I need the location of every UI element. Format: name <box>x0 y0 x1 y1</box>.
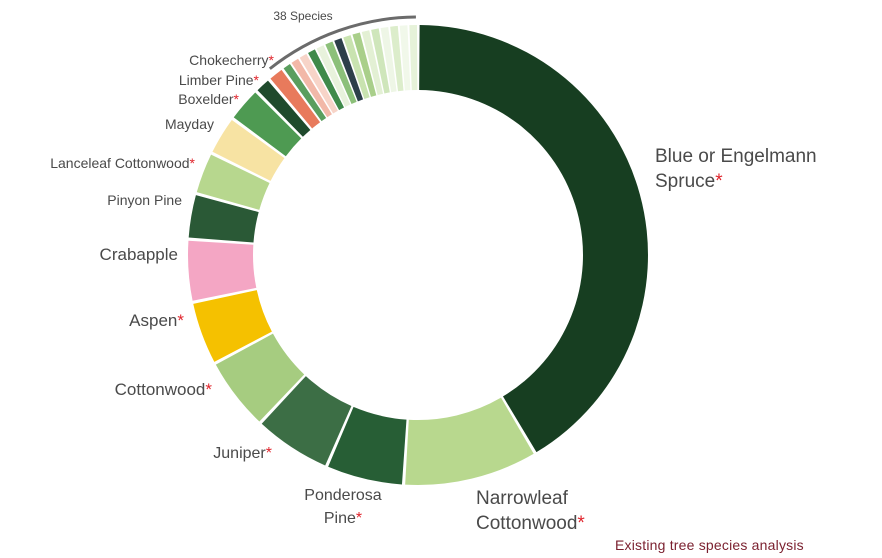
native-marker: * <box>356 510 362 527</box>
label-mayday: Mayday <box>165 116 214 132</box>
native-marker: * <box>577 513 585 534</box>
native-marker: * <box>177 311 184 330</box>
native-marker: * <box>205 380 212 399</box>
label-limber-pine: Limber Pine* <box>179 72 260 88</box>
slice-other-species-15 <box>409 25 417 90</box>
label-blue-or-engelmann-spruce: Blue or Engelmann Spruce* <box>655 146 817 192</box>
chart-caption: Existing tree species analysis <box>615 537 804 553</box>
label-boxelder: Boxelder* <box>178 91 239 107</box>
native-marker: * <box>190 155 196 171</box>
label-cottonwood: Cottonwood* <box>115 380 213 399</box>
slice-crabapple <box>188 241 256 301</box>
label-chokecherry: Chokecherry* <box>189 52 274 68</box>
label-aspen: Aspen* <box>129 311 184 330</box>
label-lanceleaf-cottonwood: Lanceleaf Cottonwood* <box>50 155 195 171</box>
label-narrowleaf-cottonwood: Narrowleaf Cottonwood* <box>476 488 585 534</box>
native-marker: * <box>254 72 260 88</box>
label-ponderosa-pine: Ponderosa Pine* <box>304 487 381 527</box>
native-marker: * <box>234 91 240 107</box>
label-pinyon-pine: Pinyon Pine <box>107 192 182 208</box>
label-crabapple: Crabapple <box>100 245 178 264</box>
donut-slices <box>188 25 648 485</box>
label-juniper: Juniper* <box>213 445 272 462</box>
native-marker: * <box>266 445 272 462</box>
slice-blue-or-engelmann-spruce <box>419 25 648 452</box>
native-marker: * <box>269 52 275 68</box>
native-marker: * <box>715 171 723 192</box>
other-species-label: 38 Species <box>273 9 332 23</box>
